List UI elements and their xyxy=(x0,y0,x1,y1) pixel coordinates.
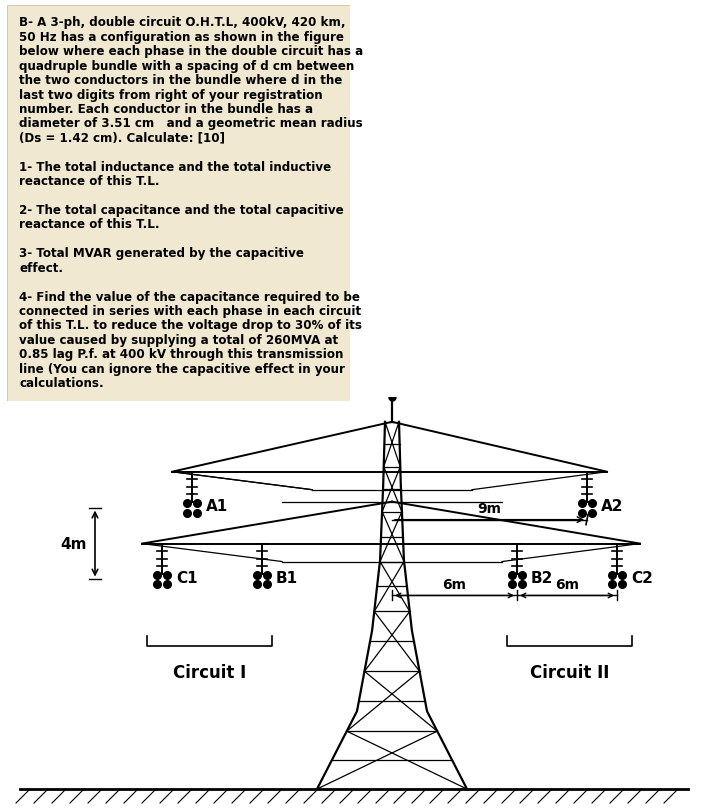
Text: last two digits from right of your registration: last two digits from right of your regis… xyxy=(19,88,323,101)
Text: B1: B1 xyxy=(276,570,298,586)
Text: reactance of this T.L.: reactance of this T.L. xyxy=(19,218,159,231)
Text: quadruple bundle with a spacing of d cm between: quadruple bundle with a spacing of d cm … xyxy=(19,60,354,73)
Text: 3- Total MVAR generated by the capacitive: 3- Total MVAR generated by the capacitiv… xyxy=(19,247,304,260)
Text: C2: C2 xyxy=(631,570,653,586)
Text: connected in series with each phase in each circuit: connected in series with each phase in e… xyxy=(19,305,361,318)
Text: 2- The total capacitance and the total capacitive: 2- The total capacitance and the total c… xyxy=(19,204,344,217)
Text: 6m: 6m xyxy=(555,577,579,592)
Text: calculations.: calculations. xyxy=(19,377,104,390)
Text: 1- The total inductance and the total inductive: 1- The total inductance and the total in… xyxy=(19,161,331,174)
Text: value caused by supplying a total of 260MVA at: value caused by supplying a total of 260… xyxy=(19,333,338,346)
Text: below where each phase in the double circuit has a: below where each phase in the double cir… xyxy=(19,45,363,58)
Text: 50 Hz has a configuration as shown in the figure: 50 Hz has a configuration as shown in th… xyxy=(19,31,344,44)
FancyBboxPatch shape xyxy=(7,6,350,401)
Text: 9m: 9m xyxy=(477,501,501,515)
Text: the two conductors in the bundle where d in the: the two conductors in the bundle where d… xyxy=(19,74,343,87)
Text: B- A 3-ph, double circuit O.H.T.L, 400kV, 420 km,: B- A 3-ph, double circuit O.H.T.L, 400kV… xyxy=(19,16,346,29)
Text: (Ds = 1.42 cm). Calculate: [10]: (Ds = 1.42 cm). Calculate: [10] xyxy=(19,131,225,144)
Text: C1: C1 xyxy=(176,570,198,586)
Text: effect.: effect. xyxy=(19,261,63,274)
Text: A1: A1 xyxy=(206,499,228,513)
Text: line (You can ignore the capacitive effect in your: line (You can ignore the capacitive effe… xyxy=(19,363,345,375)
Text: of this T.L. to reduce the voltage drop to 30% of its: of this T.L. to reduce the voltage drop … xyxy=(19,319,362,332)
Text: 6m: 6m xyxy=(442,577,467,592)
Text: 0.85 lag P.f. at 400 kV through this transmission: 0.85 lag P.f. at 400 kV through this tra… xyxy=(19,348,343,361)
Text: 4m: 4m xyxy=(60,536,87,551)
Text: reactance of this T.L.: reactance of this T.L. xyxy=(19,175,159,188)
Text: number. Each conductor in the bundle has a: number. Each conductor in the bundle has… xyxy=(19,103,313,116)
Text: diameter of 3.51 cm   and a geometric mean radius: diameter of 3.51 cm and a geometric mean… xyxy=(19,118,362,131)
Text: B2: B2 xyxy=(531,570,554,586)
Text: 4- Find the value of the capacitance required to be: 4- Find the value of the capacitance req… xyxy=(19,290,360,303)
Text: Circuit I: Circuit I xyxy=(173,663,246,681)
Text: Circuit II: Circuit II xyxy=(530,663,609,681)
Text: A2: A2 xyxy=(601,499,624,513)
